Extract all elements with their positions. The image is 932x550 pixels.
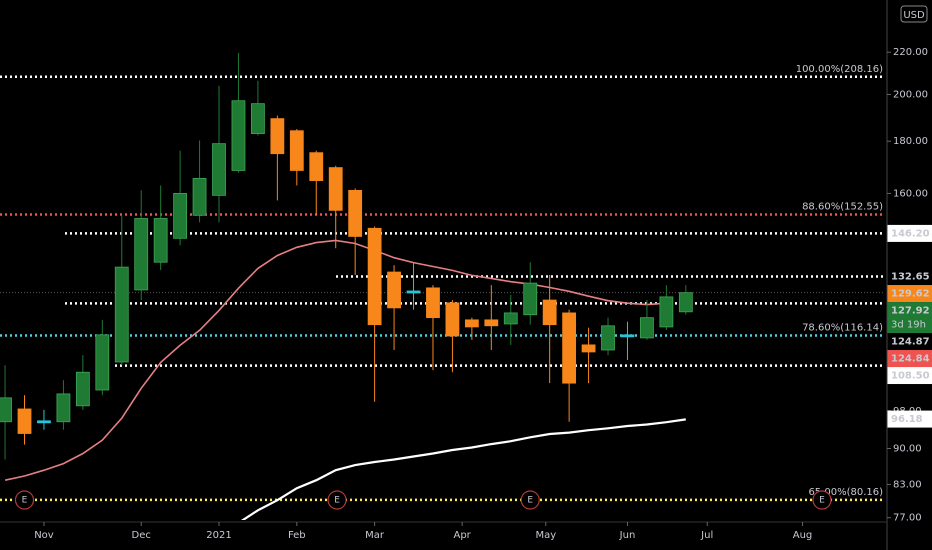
- x-tick-label: Feb: [288, 530, 306, 541]
- y-tick-label: 220.00: [893, 47, 928, 58]
- price-tag: [887, 333, 932, 351]
- candle-body: [678, 292, 693, 313]
- price-tag-label: 108.50: [891, 371, 930, 382]
- y-tick-label: 200.00: [893, 89, 928, 100]
- y-tick-label: 160.00: [893, 188, 928, 199]
- price-tag-label: 132.65: [891, 272, 930, 283]
- x-tick-label: May: [535, 530, 556, 541]
- price-tag-label: 129.62: [891, 289, 930, 300]
- y-tick-label: 90.00: [893, 444, 922, 455]
- x-tick-label: Aug: [793, 530, 813, 541]
- candle-body: [270, 118, 285, 155]
- candle-body: [251, 103, 265, 135]
- candle-body: [134, 218, 149, 291]
- candle-body: [309, 152, 324, 181]
- earnings-marker: [327, 490, 347, 510]
- candle-body: [367, 227, 382, 326]
- earnings-label: E: [819, 496, 825, 506]
- price-tag-sublabel: 3d 19h: [891, 320, 926, 331]
- fib-label: 78.60%(116.14): [802, 322, 883, 333]
- x-tick-label: Mar: [365, 530, 385, 541]
- candle-body: [153, 218, 168, 263]
- moving-average: [240, 418, 686, 520]
- price-tag-label: 124.84: [891, 354, 930, 365]
- currency-box[interactable]: [900, 5, 928, 23]
- x-tick-label: Dec: [132, 530, 151, 541]
- candle-body: [114, 266, 129, 363]
- currency: USD: [903, 10, 925, 21]
- earnings-label: E: [334, 496, 340, 506]
- price-tag-label: 96.18: [891, 414, 923, 425]
- candle-body: [212, 143, 226, 196]
- fib-label: 88.60%(152.55): [802, 202, 883, 213]
- earnings-label: E: [527, 496, 533, 506]
- price-tag-label: 127.92: [891, 306, 930, 317]
- candle-body: [289, 130, 304, 171]
- candle-body: [601, 325, 615, 351]
- candle-body: [231, 100, 246, 171]
- candle-body: [542, 299, 557, 326]
- earnings-marker: [14, 490, 35, 510]
- x-tick-label: 2021: [206, 530, 231, 541]
- candle-body: [348, 189, 363, 237]
- earnings-marker: [520, 490, 540, 510]
- candle-body: [562, 312, 577, 384]
- price-tag: [887, 367, 932, 385]
- candle-body: [387, 271, 401, 309]
- fib-label: 65.00%(80.16): [808, 487, 883, 498]
- x-tick-label: Apr: [453, 530, 471, 541]
- candle-body: [464, 319, 479, 328]
- price-tag: [887, 285, 932, 303]
- candle-body: [581, 344, 596, 353]
- x-tick-label: Jun: [619, 530, 636, 541]
- fib-label: 100.00%(208.16): [796, 64, 883, 75]
- candle-body: [523, 282, 538, 316]
- candle-body: [328, 167, 343, 211]
- price-tag: [887, 268, 932, 286]
- candle-body: [445, 302, 460, 337]
- candle-body: [37, 420, 51, 424]
- candle-body: [426, 287, 440, 319]
- candle-body: [640, 317, 654, 339]
- candle-body: [0, 397, 12, 423]
- candle-body: [406, 290, 421, 294]
- price-tag: [887, 410, 932, 428]
- candle-body: [75, 371, 90, 407]
- x-tick-label: Jul: [700, 530, 713, 541]
- candle-body: [95, 334, 110, 391]
- candle-body: [56, 393, 71, 423]
- price-tag: [887, 302, 932, 334]
- y-tick-label: 180.00: [893, 136, 928, 147]
- candle-body: [620, 334, 635, 338]
- candle-body: [484, 319, 499, 327]
- candle-body: [17, 408, 32, 434]
- price-tag: [887, 350, 932, 368]
- y-tick-label: 83.00: [893, 479, 922, 490]
- x-tick-label: Nov: [34, 530, 54, 541]
- candle-body: [192, 178, 207, 216]
- price-tag-label: 146.20: [891, 228, 930, 239]
- earnings-label: E: [22, 496, 28, 506]
- price-tag: [887, 224, 932, 242]
- candle-body: [173, 193, 188, 239]
- candle-body: [503, 312, 518, 325]
- candle-body: [659, 296, 674, 328]
- earnings-marker: [812, 490, 832, 510]
- y-tick-label: 77.00: [893, 513, 922, 524]
- price-tag-label: 124.87: [891, 337, 930, 348]
